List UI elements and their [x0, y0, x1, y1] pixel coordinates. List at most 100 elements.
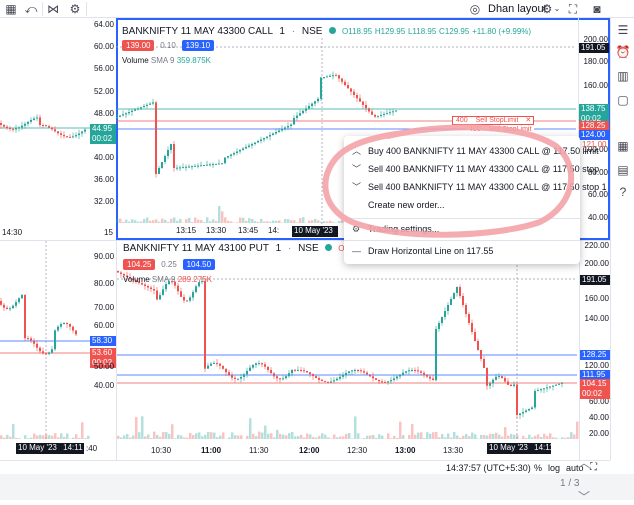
buy-button[interactable]: 104.50: [183, 259, 215, 270]
log-toggle[interactable]: log: [548, 463, 560, 473]
undo-icon[interactable]: ⤺: [22, 1, 40, 17]
volume-bar: [141, 416, 144, 439]
volume-bar: [263, 221, 266, 223]
volume-bar: [195, 433, 198, 439]
volume-bar: [378, 434, 381, 439]
sell-button[interactable]: 139.00: [122, 40, 154, 51]
price-tick: 36.00: [94, 175, 114, 184]
bottom-main-chart-svg[interactable]: [117, 241, 610, 460]
candle-body: [350, 88, 352, 91]
top-left-chart-pane[interactable]: 64.00 60.00 56.00 52.00 48.00 40.00 36.0…: [0, 18, 116, 240]
volume-bar: [468, 436, 471, 439]
chevron-up-icon[interactable]: ︿: [578, 454, 590, 471]
volume-bar: [213, 433, 216, 439]
candle-body: [284, 128, 286, 130]
chart-settings-icon[interactable]: ⛶: [590, 462, 597, 473]
fullscreen-icon[interactable]: ⛶: [564, 1, 582, 17]
volume-bar: [6, 435, 9, 439]
indicator-icon[interactable]: ⋈: [44, 1, 62, 17]
candle-body: [489, 383, 491, 385]
volume-bar: [278, 220, 281, 223]
candle-body: [212, 164, 214, 165]
volume-label[interactable]: Volume: [123, 275, 150, 284]
chat-icon[interactable]: ▢: [615, 92, 631, 108]
help-icon[interactable]: ?: [615, 184, 631, 200]
camera-icon[interactable]: ◙: [588, 1, 606, 17]
clock[interactable]: 14:37:57 (UTC+5:30): [446, 463, 531, 473]
volume-bar: [30, 438, 33, 439]
candle-body: [0, 123, 2, 125]
volume-bar: [180, 435, 183, 439]
sma-label: SMA 9: [152, 275, 176, 284]
volume-bar: [207, 432, 210, 439]
volume-bar: [399, 422, 402, 439]
candle-body: [342, 375, 344, 377]
alert-icon[interactable]: ⏰: [615, 44, 631, 60]
symbol-title[interactable]: BANKNIFTY 11 MAY 43100 PUT: [123, 243, 269, 254]
percent-toggle[interactable]: %: [534, 463, 542, 473]
grid-icon[interactable]: ▦: [615, 138, 631, 154]
layout-icon[interactable]: ▦: [2, 1, 20, 17]
bottom-left-chart-pane[interactable]: 58.30 53.60 00:02 10 May '23 14:11 :40: [0, 240, 116, 460]
volume-bar: [75, 434, 78, 439]
candle-body: [266, 137, 268, 139]
candle-body: [326, 76, 328, 77]
bottom-main-chart-pane[interactable]: BANKNIFTY 11 MAY 43100 PUT 1 · NSE O114.…: [116, 240, 610, 460]
volume-bar: [570, 432, 573, 439]
chart-data-icon[interactable]: ▥: [615, 68, 631, 84]
candle-body: [450, 299, 452, 305]
candle-body: [282, 378, 284, 379]
volume-bar: [300, 435, 303, 439]
candle-body: [66, 323, 68, 324]
symbol-title[interactable]: BANKNIFTY 11 MAY 43300 CALL: [122, 26, 273, 37]
volume-bar: [245, 221, 248, 223]
candle-body: [510, 385, 512, 386]
candle-body: [393, 378, 395, 380]
price-tick: 70.00: [94, 303, 114, 312]
volume-bar: [255, 436, 258, 439]
candle-body: [42, 125, 44, 126]
volume-bar: [444, 437, 447, 439]
menu-item-draw-horizontal-line[interactable]: — Draw Horizontal Line on 117.55: [344, 242, 580, 260]
candle-body: [45, 125, 47, 126]
candle-body: [158, 168, 160, 174]
volume-bar: [81, 422, 84, 439]
volume-bar: [321, 433, 324, 439]
candle-body: [531, 408, 533, 410]
crosshair-time: 14:11: [63, 443, 82, 452]
volume-bar: [146, 217, 149, 223]
price-value: 138.75: [581, 104, 607, 114]
volume-label[interactable]: Volume: [122, 56, 149, 65]
volume-bar: [354, 416, 357, 439]
grid-icon-2[interactable]: ▤: [615, 162, 631, 178]
interval[interactable]: 1: [276, 243, 282, 254]
dhan-logo-icon[interactable]: ◎: [466, 1, 484, 17]
candle-body: [69, 324, 71, 327]
candle-body: [191, 166, 193, 167]
sell-button[interactable]: 104.25: [123, 259, 155, 270]
buy-button[interactable]: 139.10: [182, 40, 214, 51]
candle-body: [426, 375, 428, 377]
countdown: 00:02: [582, 389, 608, 399]
candle-body: [336, 379, 338, 381]
interval[interactable]: 1: [279, 26, 285, 37]
candle-body: [177, 286, 179, 292]
volume-bar: [534, 436, 537, 439]
volume-bar: [147, 434, 150, 439]
volume-bar: [495, 433, 498, 439]
candle-body: [216, 363, 218, 364]
volume-bar: [294, 436, 297, 439]
settings-icon[interactable]: ⚙: [538, 1, 556, 17]
gear-icon[interactable]: ⚙: [66, 1, 84, 17]
chart-legend: BANKNIFTY 11 MAY 43300 CALL 1 · NSE O118…: [122, 26, 531, 37]
candle-body: [243, 374, 245, 377]
volume-bar: [170, 219, 173, 223]
watchlist-icon[interactable]: ☰: [615, 22, 631, 38]
candle-body: [215, 164, 217, 165]
candle-body: [495, 377, 497, 380]
candle-body: [210, 364, 212, 366]
candle-body: [432, 379, 434, 381]
candles: [0, 114, 86, 139]
chevron-down-icon[interactable]: ﹀: [578, 488, 590, 505]
volume-bar: [426, 432, 429, 439]
